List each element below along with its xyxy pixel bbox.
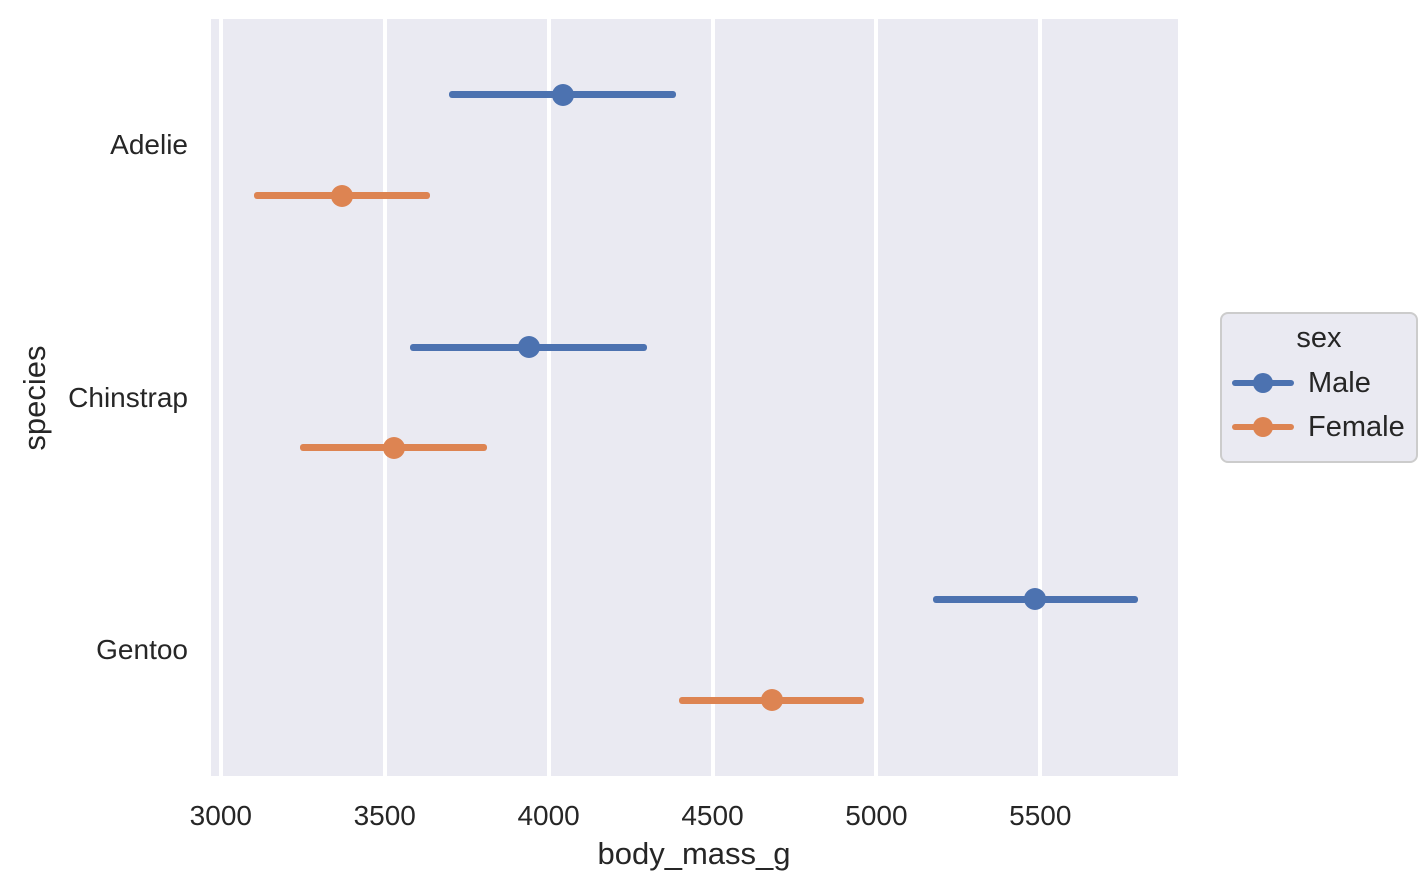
legend-dot-icon xyxy=(1253,417,1273,437)
point-female-adelie xyxy=(330,184,353,207)
x-tick-label-4500: 4500 xyxy=(681,800,744,831)
legend-item-female: Female xyxy=(1222,405,1416,449)
gridline-x-4000 xyxy=(546,19,551,776)
gridline-x-4500 xyxy=(710,19,715,776)
point-female-chinstrap xyxy=(382,436,405,459)
point-male-chinstrap xyxy=(517,336,540,359)
legend-label-male: Male xyxy=(1308,366,1371,399)
legend-dot-icon xyxy=(1253,373,1273,393)
x-tick-label-4000: 4000 xyxy=(517,800,580,831)
x-tick-label-3500: 3500 xyxy=(353,800,416,831)
y-tick-label-adelie: Adelie xyxy=(110,129,188,161)
legend-marker-icon xyxy=(1232,416,1294,438)
gridline-x-5000 xyxy=(874,19,879,776)
x-tick-label-5500: 5500 xyxy=(1009,800,1072,831)
legend-item-male: Male xyxy=(1222,361,1416,405)
y-tick-label-gentoo: Gentoo xyxy=(96,633,188,665)
legend: sex Male Female xyxy=(1220,312,1418,463)
legend-title: sex xyxy=(1296,322,1342,354)
x-axis-label: body_mass_g xyxy=(597,836,791,871)
gridline-x-3500 xyxy=(382,19,387,776)
y-axis-label: species xyxy=(17,345,52,451)
gridline-x-5500 xyxy=(1038,19,1043,776)
plot-area xyxy=(211,19,1178,776)
gridline-x-3000 xyxy=(218,19,223,776)
legend-marker-icon xyxy=(1232,372,1294,394)
point-male-gentoo xyxy=(1024,588,1047,611)
legend-items: Male Female xyxy=(1222,361,1416,449)
legend-label-female: Female xyxy=(1308,410,1405,443)
y-tick-label-chinstrap: Chinstrap xyxy=(68,381,188,413)
point-male-adelie xyxy=(551,83,574,106)
x-tick-label-3000: 3000 xyxy=(189,800,252,831)
point-female-gentoo xyxy=(760,689,783,712)
x-tick-label-5000: 5000 xyxy=(845,800,908,831)
